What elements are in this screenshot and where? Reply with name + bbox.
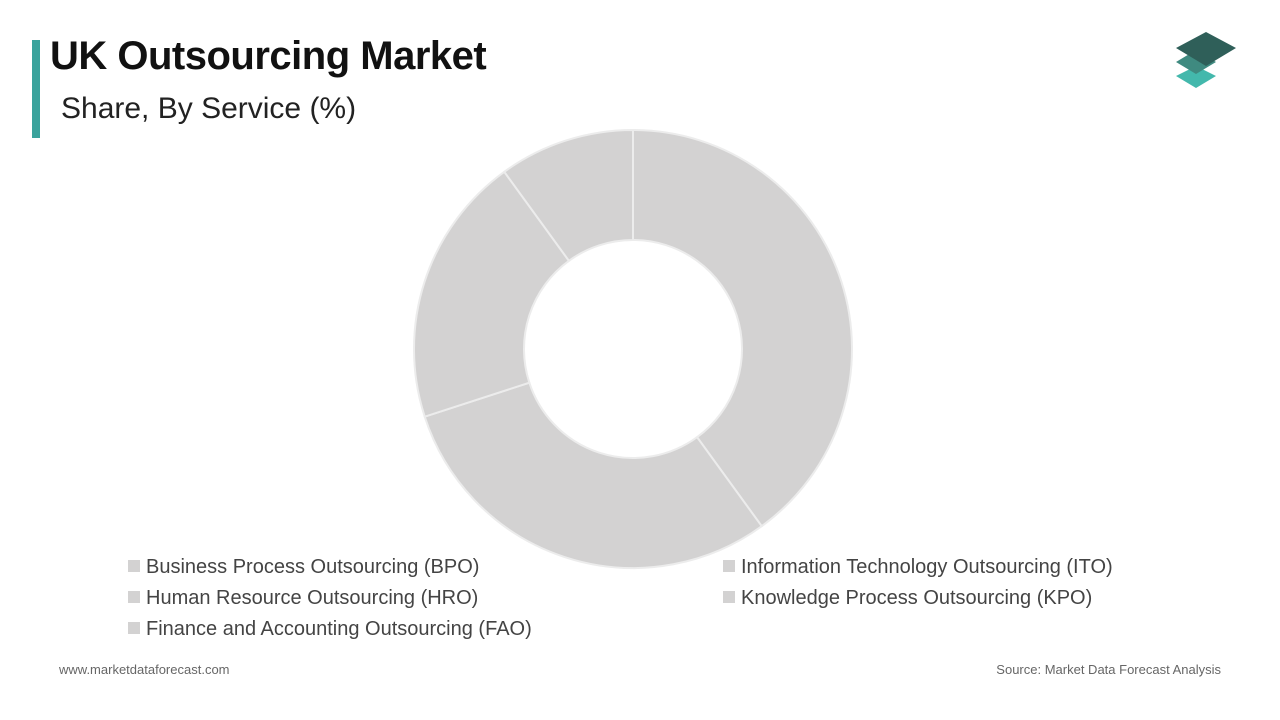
legend-label: Information Technology Outsourcing (ITO)	[741, 556, 1113, 578]
legend-item: Information Technology Outsourcing (ITO)	[723, 555, 1113, 579]
logo-layer-top	[1176, 32, 1236, 66]
legend-label: Knowledge Process Outsourcing (KPO)	[741, 587, 1093, 609]
legend-label: Finance and Accounting Outsourcing (FAO)	[146, 618, 532, 640]
donut-slice-4	[502, 128, 634, 263]
legend-swatch	[128, 559, 140, 572]
legend-item: Knowledge Process Outsourcing (KPO)	[723, 586, 1092, 610]
legend-label: Business Process Outsourcing (BPO)	[146, 556, 480, 578]
footer-source: Source: Market Data Forecast Analysis	[996, 662, 1221, 677]
legend-swatch	[723, 590, 735, 603]
legend-swatch	[128, 590, 140, 603]
donut-slice-3	[413, 170, 571, 418]
title-accent-bar	[32, 40, 40, 138]
legend-item: Finance and Accounting Outsourcing (FAO)	[128, 617, 532, 641]
stacked-layers-icon	[1176, 32, 1236, 88]
legend-item: Human Resource Outsourcing (HRO)	[128, 586, 478, 610]
legend-swatch	[128, 621, 140, 634]
legend-swatch	[723, 559, 735, 572]
page-subtitle: Share, By Service (%)	[61, 92, 357, 125]
donut-slice-1	[632, 128, 853, 528]
legend-label: Human Resource Outsourcing (HRO)	[146, 587, 479, 609]
legend-item: Business Process Outsourcing (BPO)	[128, 555, 479, 579]
donut-slice-2	[423, 381, 764, 569]
logo-layer-bottom	[1176, 66, 1216, 88]
footer-website: www.marketdataforecast.com	[59, 662, 230, 677]
donut-chart	[413, 128, 853, 569]
page-title: UK Outsourcing Market	[50, 34, 487, 78]
